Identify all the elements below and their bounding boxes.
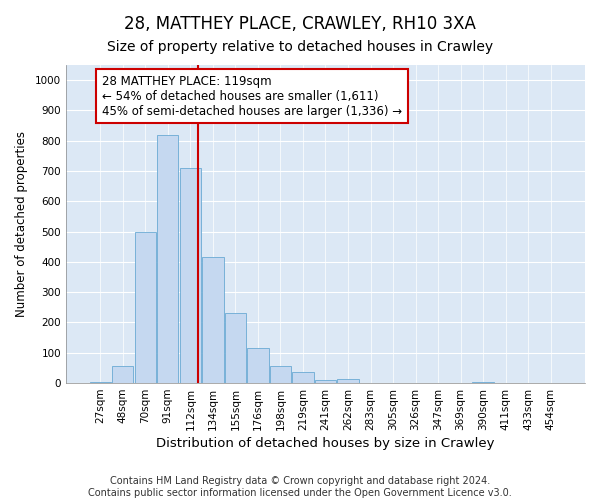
Bar: [112, 366, 133, 383]
Bar: [337, 378, 359, 383]
Text: 28 MATTHEY PLACE: 119sqm
← 54% of detached houses are smaller (1,611)
45% of sem: 28 MATTHEY PLACE: 119sqm ← 54% of detach…: [102, 74, 403, 118]
Text: 28, MATTHEY PLACE, CRAWLEY, RH10 3XA: 28, MATTHEY PLACE, CRAWLEY, RH10 3XA: [124, 15, 476, 33]
Bar: [179, 168, 201, 383]
Text: Size of property relative to detached houses in Crawley: Size of property relative to detached ho…: [107, 40, 493, 54]
Bar: [315, 380, 336, 383]
X-axis label: Distribution of detached houses by size in Crawley: Distribution of detached houses by size …: [156, 437, 495, 450]
Bar: [202, 258, 224, 383]
Bar: [270, 366, 291, 383]
Bar: [247, 348, 269, 383]
Bar: [134, 232, 156, 383]
Bar: [292, 372, 314, 383]
Text: Contains HM Land Registry data © Crown copyright and database right 2024.
Contai: Contains HM Land Registry data © Crown c…: [88, 476, 512, 498]
Bar: [224, 314, 246, 383]
Bar: [157, 134, 178, 383]
Bar: [472, 382, 494, 383]
Bar: [89, 382, 111, 383]
Y-axis label: Number of detached properties: Number of detached properties: [15, 131, 28, 317]
